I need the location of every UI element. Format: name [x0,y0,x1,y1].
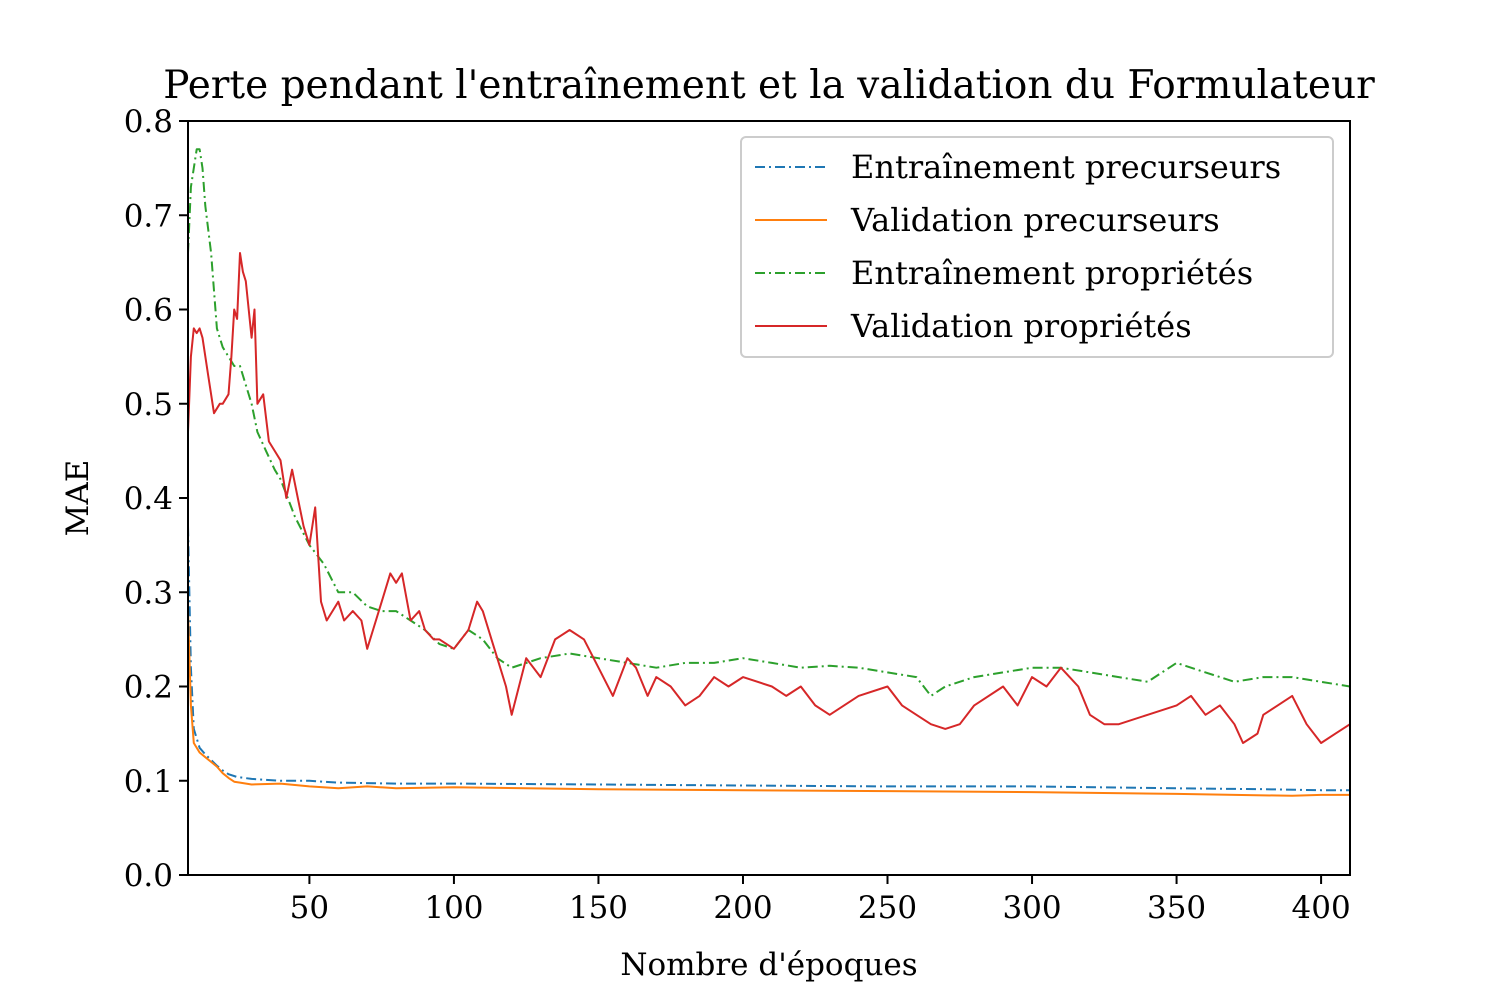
legend-label-3: Entraînement propriétés [851,254,1253,292]
series-line-2 [188,611,1350,797]
x-axis-ticks: 50 100 150 200 250 300 350 400 [290,875,1351,926]
x-tick-label: 250 [858,890,917,926]
y-tick-label: 0.5 [124,387,173,423]
y-axis-ticks: 0.0 0.1 0.2 0.3 0.4 0.5 0.6 0.7 0.8 [124,104,188,894]
series-line-4 [188,252,1350,744]
y-tick-label: 0.4 [124,481,173,517]
x-tick-label: 350 [1147,890,1206,926]
x-tick-label: 100 [424,890,483,926]
series-line-3 [188,148,1350,697]
legend-box [740,136,1334,358]
series-line-1 [188,526,1350,792]
y-tick-label: 0.6 [124,293,173,329]
x-tick-label: 300 [1002,890,1061,926]
x-axis-label: Nombre d'époques [620,947,917,983]
y-axis-label: MAE [60,460,96,537]
y-tick-label: 0.0 [124,858,173,894]
y-tick-label: 0.7 [124,198,173,234]
x-tick-label: 150 [569,890,628,926]
x-tick-label: 400 [1292,890,1351,926]
y-tick-label: 0.1 [124,764,173,800]
y-tick-label: 0.3 [124,575,173,611]
y-tick-label: 0.2 [124,670,173,706]
legend-label-1: Entraînement precurseurs [851,148,1281,186]
chart-title: Perte pendant l'entraînement et la valid… [163,63,1375,108]
x-tick-label: 50 [290,890,329,926]
legend: Entraînement precurseurs Validation precu… [740,136,1334,358]
y-tick-label: 0.8 [124,104,173,140]
legend-label-4: Validation propriétés [850,307,1192,345]
plot-frame [187,120,1351,876]
x-tick-label: 200 [713,890,772,926]
series-layer [188,148,1350,797]
legend-label-2: Validation precurseurs [850,201,1220,239]
